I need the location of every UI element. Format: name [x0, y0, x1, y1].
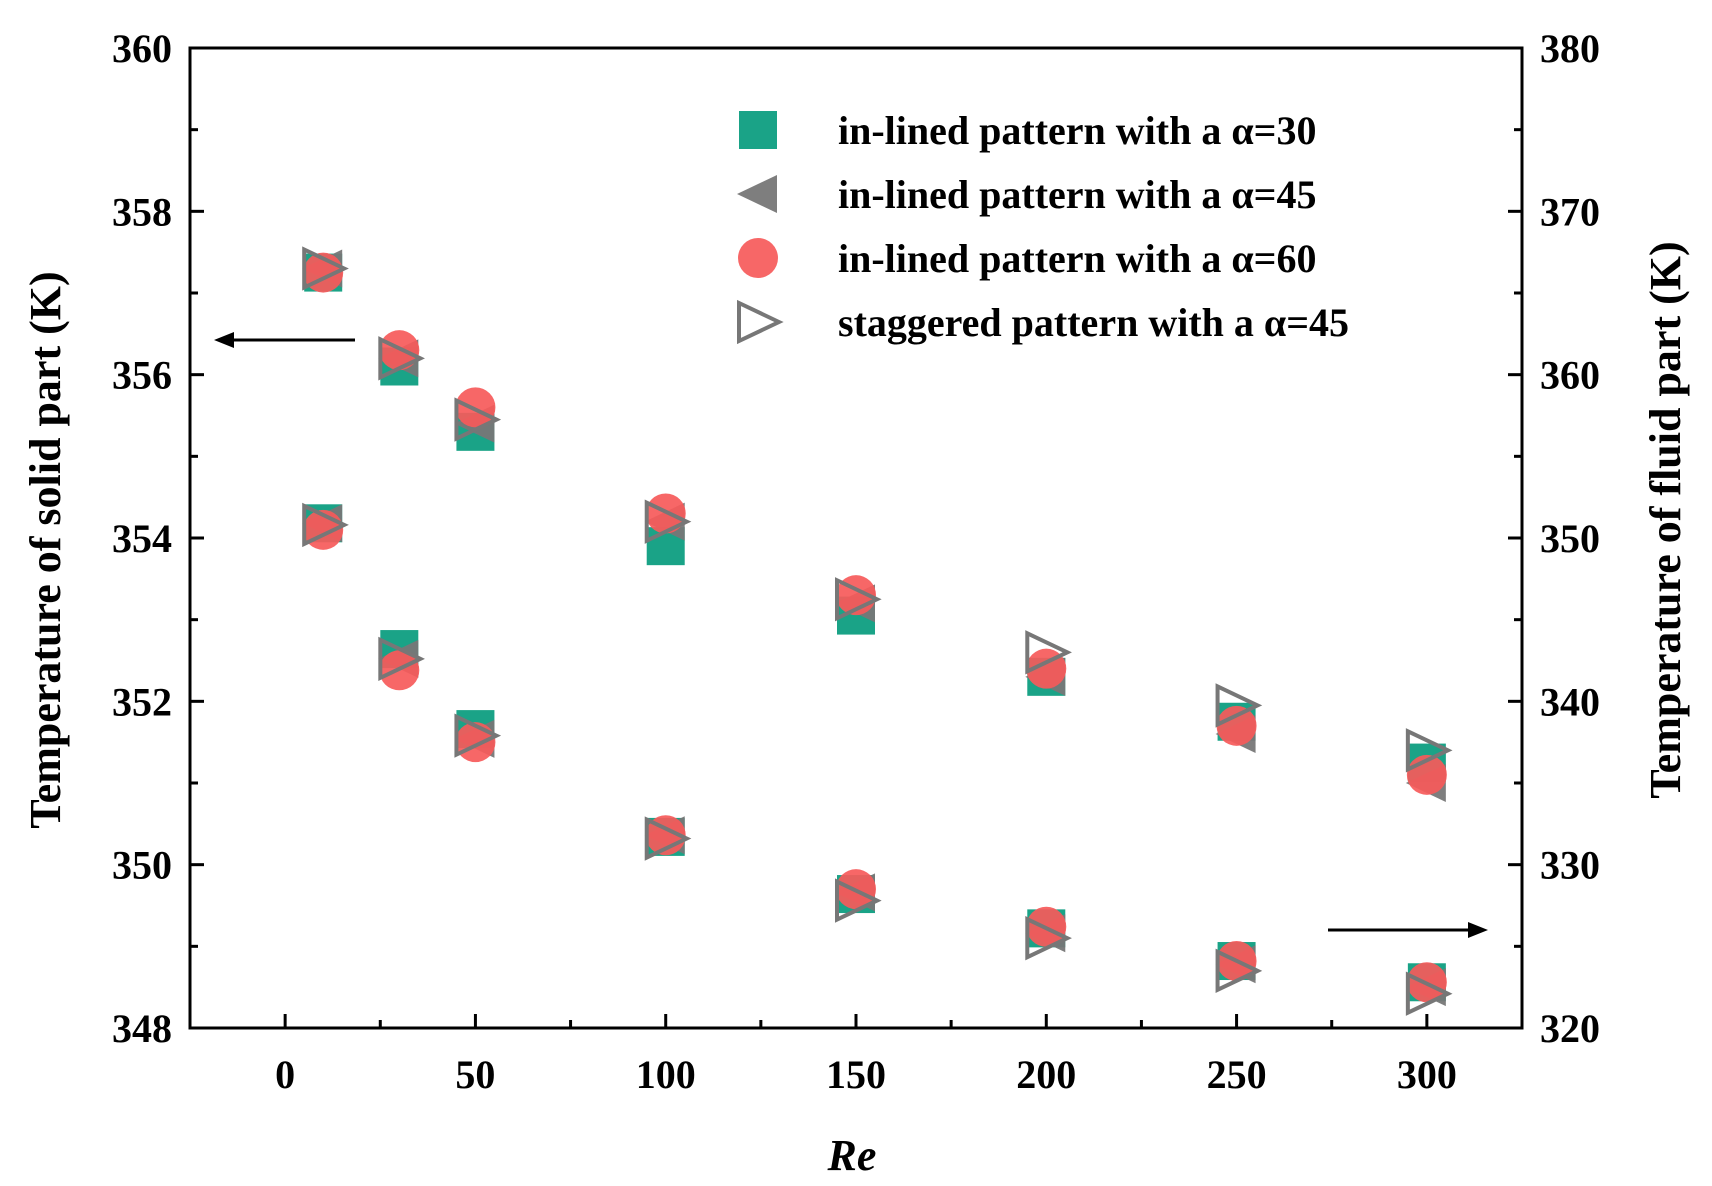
x-tick-label: 150 — [826, 1052, 886, 1097]
fluid-point — [1405, 971, 1453, 1016]
y-right-tick-label: 320 — [1540, 1006, 1600, 1051]
solid-point — [1405, 728, 1453, 773]
y-axis-right: 320 330 340 350 360 370 380 — [1508, 26, 1600, 1051]
legend-label: in-lined pattern with a α=30 — [838, 108, 1316, 153]
y-right-tick-label: 330 — [1540, 843, 1600, 888]
fluid-point — [455, 722, 496, 763]
fluid-point — [454, 713, 502, 758]
legend-marker — [737, 175, 777, 213]
y-axis-left: 348 350 352 354 356 358 360 — [112, 26, 204, 1051]
fluid-point — [302, 502, 349, 548]
solid-point — [455, 387, 496, 428]
y-right-tick-label: 380 — [1540, 26, 1600, 71]
solid-point — [378, 336, 425, 381]
y-left-tick-label: 350 — [112, 843, 172, 888]
x-tick-label: 100 — [636, 1052, 696, 1097]
y-right-tick-label: 350 — [1540, 516, 1600, 561]
solid-point — [454, 397, 502, 442]
y-left-tick-label: 358 — [112, 189, 172, 234]
y-right-tick-label: 370 — [1540, 189, 1600, 234]
y-right-tick-label: 340 — [1540, 679, 1600, 724]
legend-marker — [739, 111, 777, 149]
fluid-point — [644, 816, 692, 861]
x-tick-label: 50 — [455, 1052, 495, 1097]
x-tick-label: 300 — [1397, 1052, 1457, 1097]
solid-point — [1025, 630, 1072, 675]
solid-arrow-head — [214, 332, 234, 348]
solid-point — [644, 499, 692, 544]
data-marks — [302, 246, 1453, 1016]
fluid-arrow-head — [1468, 922, 1488, 938]
fluid-point — [1025, 916, 1072, 961]
y-left-tick-label: 354 — [112, 516, 172, 561]
x-tick-label: 250 — [1207, 1052, 1267, 1097]
solid-point — [1216, 705, 1257, 746]
x-tick-label: 0 — [275, 1052, 295, 1097]
y-left-tick-label: 348 — [112, 1006, 172, 1051]
solid-point — [1215, 683, 1263, 728]
fluid-point — [378, 636, 425, 682]
legend-label: in-lined pattern with a α=60 — [838, 236, 1316, 281]
x-tick-label: 200 — [1016, 1052, 1076, 1097]
solid-point — [302, 246, 349, 291]
y-axis-left-title: Temperature of solid part (K) — [21, 271, 70, 828]
axis-arrows — [214, 332, 1488, 938]
legend: in-lined pattern with a α=30 in-lined pat… — [737, 108, 1349, 345]
fluid-point — [835, 878, 882, 923]
legend-marker — [737, 299, 784, 345]
legend-label: staggered pattern with a α=45 — [838, 300, 1349, 345]
solid-point — [835, 577, 882, 622]
y-axis-right-title: Temperature of fluid part (K) — [1641, 241, 1690, 798]
y-right-tick-label: 360 — [1540, 353, 1600, 398]
series-4 — [302, 246, 1453, 1016]
legend-marker — [738, 238, 778, 278]
y-left-tick-label: 360 — [112, 26, 172, 71]
legend-label: in-lined pattern with a α=45 — [838, 172, 1316, 217]
y-left-tick-label: 356 — [112, 353, 172, 398]
x-axis-title: Re — [827, 1131, 877, 1180]
x-axis: 0 50 100 150 200 250 300 — [188, 1014, 1457, 1097]
fluid-point — [1215, 948, 1263, 993]
series-3 — [303, 252, 1447, 1003]
y-left-tick-label: 352 — [112, 679, 172, 724]
